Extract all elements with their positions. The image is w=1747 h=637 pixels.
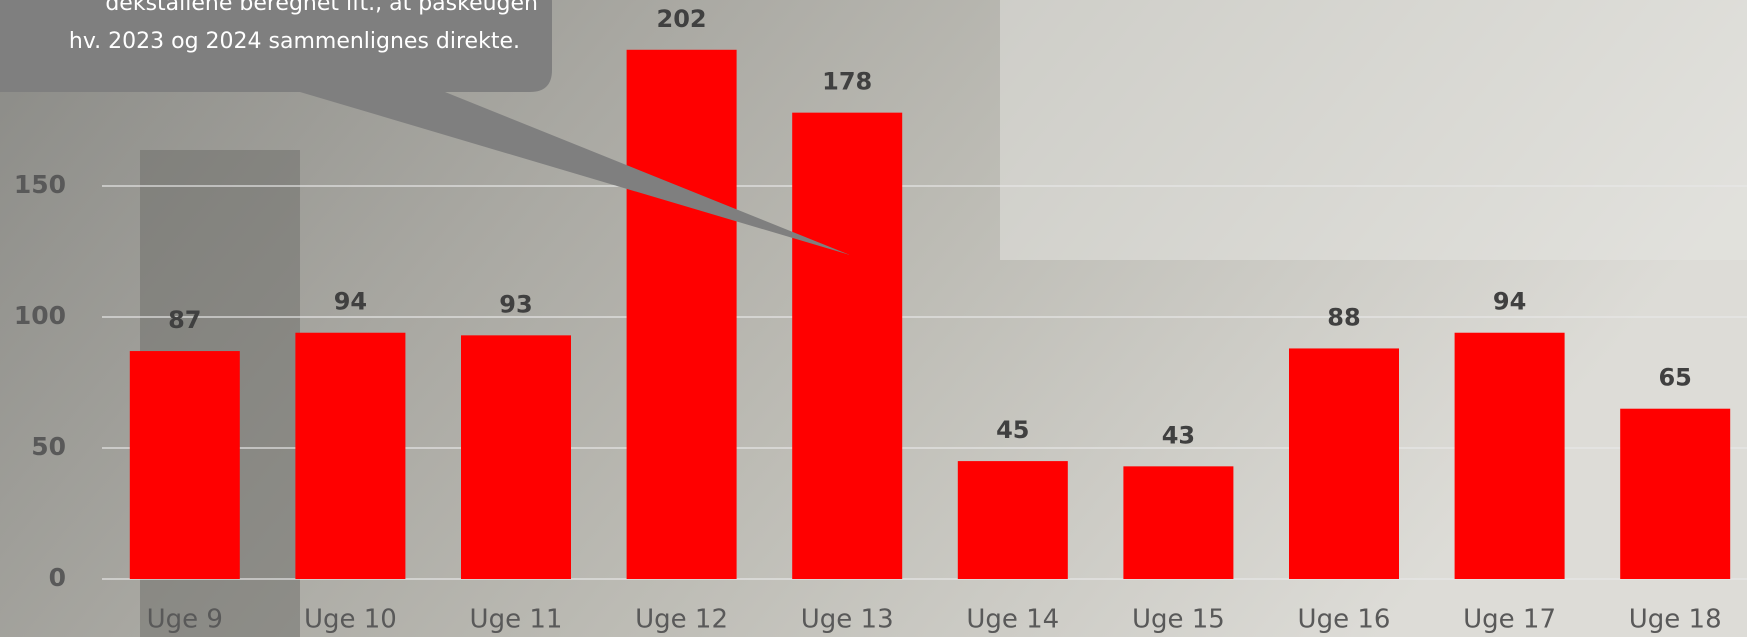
annotation-line: hv. 2023 og 2024 sammenlignes direkte. <box>69 29 520 54</box>
x-tick-label: Uge 12 <box>635 605 728 635</box>
bar <box>627 50 737 579</box>
value-label: 88 <box>1327 303 1360 331</box>
y-tick-label: 50 <box>31 432 66 461</box>
bar <box>130 351 240 579</box>
y-tick-label: 0 <box>49 563 66 592</box>
x-tick-label: Uge 11 <box>470 605 563 635</box>
bar <box>1289 348 1399 579</box>
x-tick-label: Uge 18 <box>1629 605 1722 635</box>
bar <box>792 113 902 579</box>
bar <box>461 335 571 579</box>
bar <box>1620 409 1730 579</box>
x-tick-label: Uge 13 <box>801 605 894 635</box>
value-label: 65 <box>1658 364 1691 392</box>
value-label: 93 <box>499 290 532 318</box>
value-label: 202 <box>657 5 707 33</box>
value-label: 94 <box>1493 288 1526 316</box>
background-sky <box>1000 0 1747 260</box>
x-tick-label: Uge 10 <box>304 605 397 635</box>
bar <box>1123 466 1233 579</box>
value-label: 87 <box>168 306 201 334</box>
value-label: 178 <box>822 68 872 96</box>
x-tick-label: Uge 14 <box>966 605 1059 635</box>
x-tick-label: Uge 15 <box>1132 605 1225 635</box>
value-label: 43 <box>1162 421 1195 449</box>
chart: 0 50 100 150 87 Uge 9 94 Uge 10 93 Uge 11 202 Uge 1… <box>0 0 1747 637</box>
x-tick-label: Uge 17 <box>1463 605 1556 635</box>
bar <box>295 333 405 579</box>
value-label: 45 <box>996 416 1029 444</box>
x-tick-label: Uge 16 <box>1298 605 1391 635</box>
x-tick-label: Uge 9 <box>147 605 223 635</box>
annotation-line: dekstallene beregnet ift., at påskeugen <box>105 0 538 16</box>
y-tick-label: 100 <box>14 301 66 330</box>
bar <box>1455 333 1565 579</box>
bar <box>958 461 1068 579</box>
value-label: 94 <box>334 288 367 316</box>
y-tick-label: 150 <box>14 170 66 199</box>
